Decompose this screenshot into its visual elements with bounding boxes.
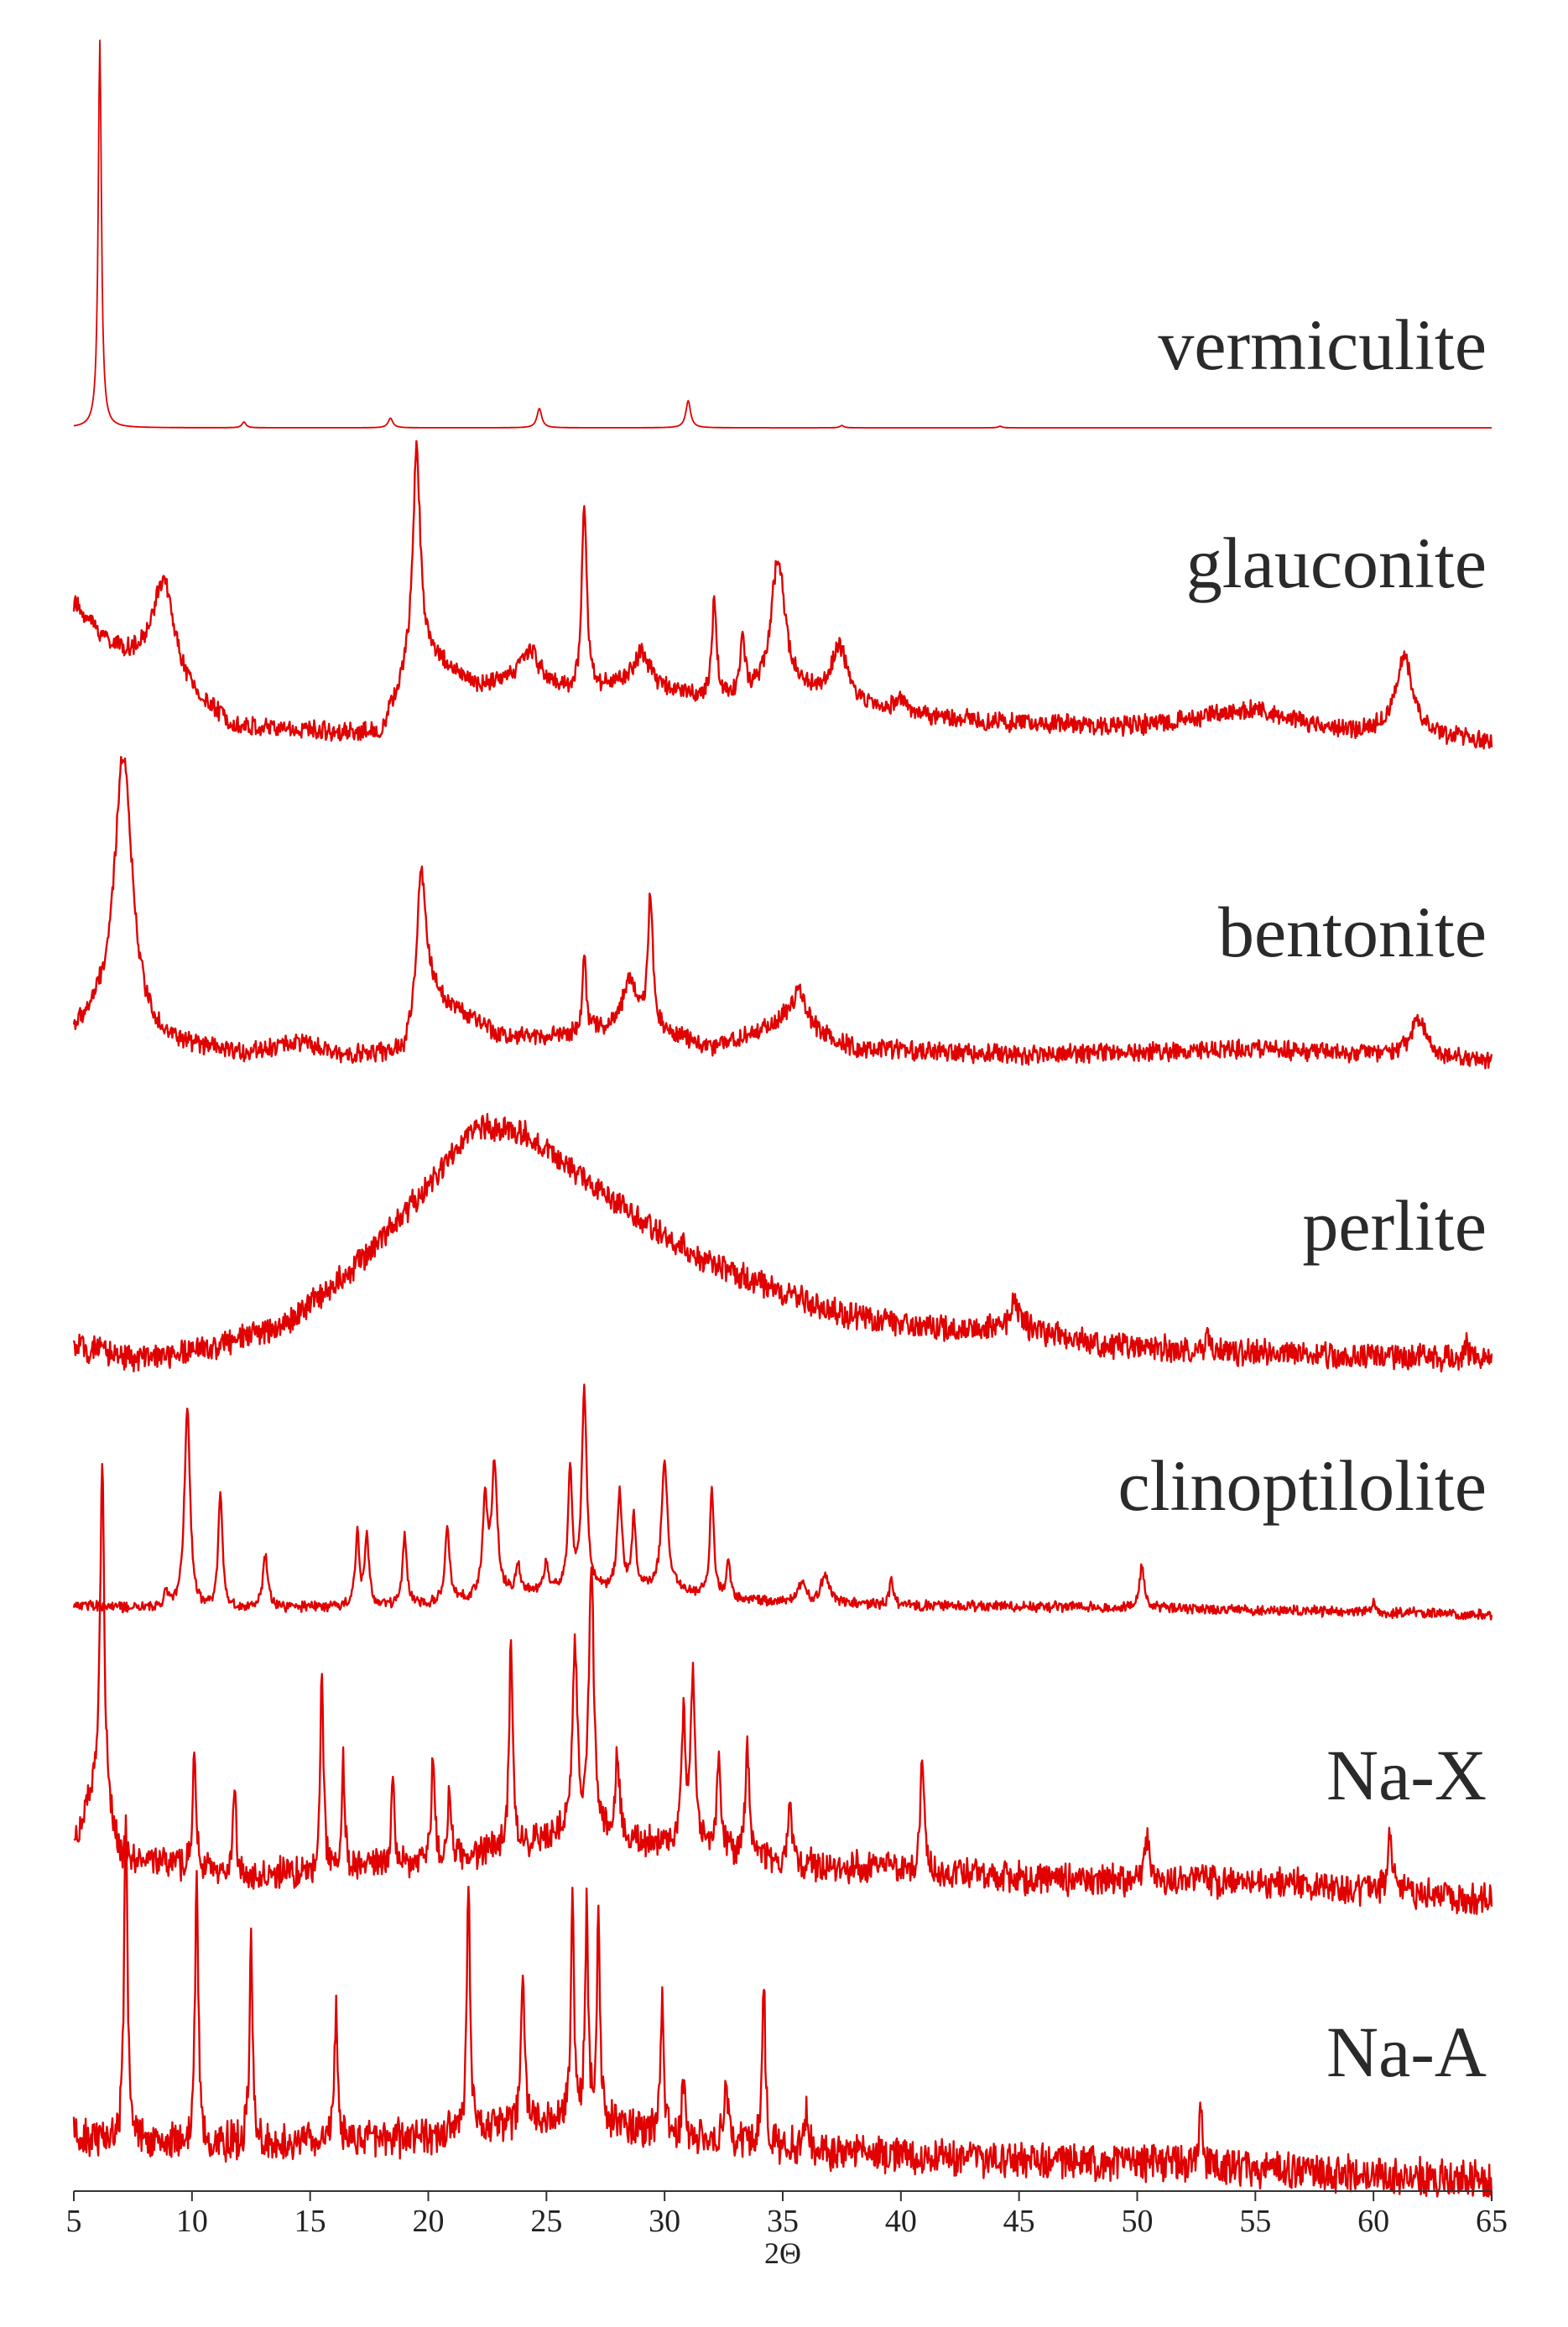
series-label-na-a: Na-A [1326, 2012, 1487, 2092]
x-tick-label: 65 [1476, 2204, 1508, 2239]
trace-glauconite [72, 440, 1493, 750]
trace-vermiculite [73, 39, 1492, 429]
x-tick-label: 40 [885, 2204, 917, 2239]
trace-na-x [73, 1463, 1493, 1915]
x-tick-label: 5 [66, 2204, 82, 2239]
series-labels-layer: vermiculite glauconite bentonite perlite cli… [1118, 305, 1487, 2092]
series-label-clinoptilolite: clinoptilolite [1118, 1445, 1487, 1526]
x-tick-label: 35 [767, 2204, 799, 2239]
trace-na-a [72, 1814, 1493, 2199]
x-tick-label: 45 [1003, 2204, 1035, 2239]
x-tick-label: 60 [1357, 2204, 1389, 2239]
x-tick-label: 20 [413, 2204, 445, 2239]
x-axis-label: 2Θ [764, 2236, 801, 2270]
x-tick-label: 10 [176, 2204, 208, 2239]
series-label-vermiculite: vermiculite [1158, 305, 1487, 385]
series-label-na-x: Na-X [1326, 1735, 1487, 1815]
x-tick-label: 15 [294, 2204, 326, 2239]
trace-clinoptilolite [72, 1383, 1493, 1621]
series-label-perlite: perlite [1302, 1185, 1487, 1266]
trace-bentonite [72, 756, 1493, 1070]
x-tick-label: 25 [530, 2204, 562, 2239]
series-label-glauconite: glauconite [1186, 523, 1487, 603]
trace-perlite [72, 1112, 1493, 1373]
x-tick-label: 30 [649, 2204, 680, 2239]
x-tick-label: 55 [1239, 2204, 1271, 2239]
traces-layer [72, 39, 1493, 2199]
series-label-bentonite: bentonite [1218, 892, 1487, 972]
x-tick-label: 50 [1122, 2204, 1154, 2239]
x-axis-ticks: 5 10 15 20 25 30 35 40 45 50 55 60 65 [66, 2191, 1508, 2239]
